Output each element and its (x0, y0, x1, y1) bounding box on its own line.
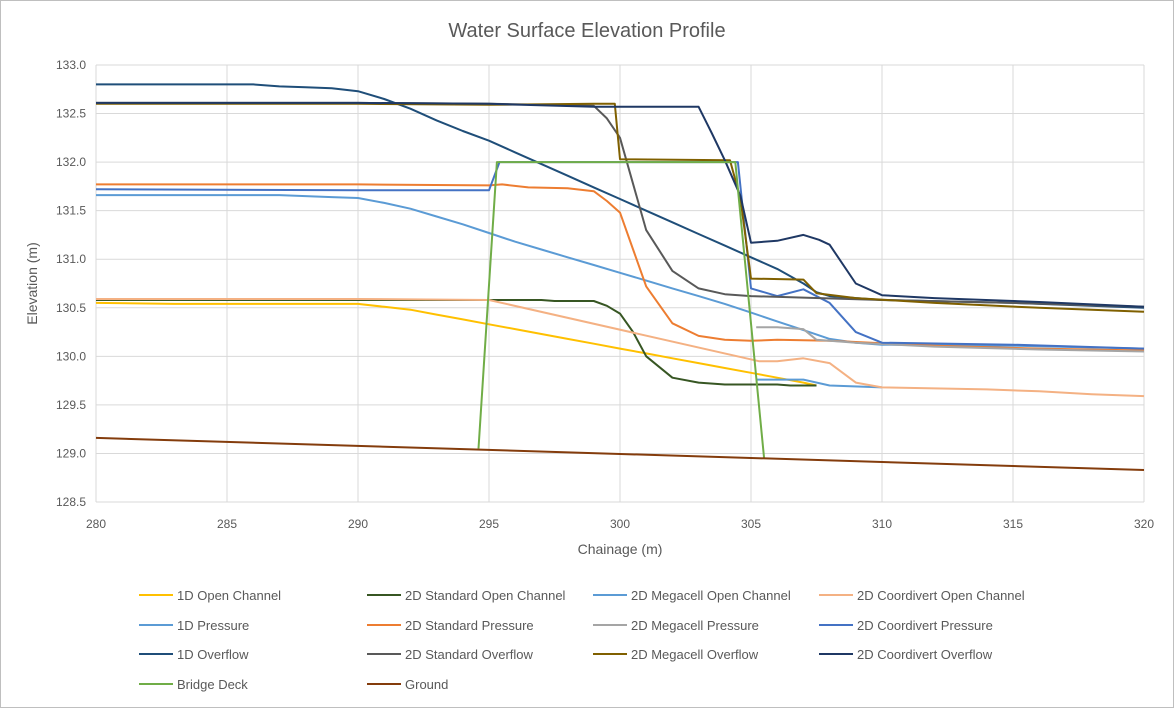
legend-label: 2D Coordivert Open Channel (857, 588, 1025, 603)
legend-label: 2D Coordivert Overflow (857, 647, 993, 662)
series-line (96, 299, 817, 387)
y-tick-label: 132.5 (56, 107, 86, 121)
legend: 1D Open Channel 2D Standard Open Channel 2… (139, 588, 1025, 692)
chart-title: Water Surface Elevation Profile (448, 20, 725, 42)
x-tick-label: 290 (348, 517, 368, 531)
series-line (95, 436, 1145, 471)
series-line (96, 101, 1145, 308)
tick-labels: 128.5 129.0 129.5 130.0 130.5 131.0 131.5 132.0… (56, 58, 1154, 531)
x-tick-label: 310 (872, 517, 892, 531)
series-line (96, 194, 1145, 350)
legend-label: 1D Overflow (177, 647, 249, 662)
legend-label: 2D Standard Open Channel (405, 588, 566, 603)
series-line (96, 298, 1145, 398)
y-tick-label: 129.0 (56, 446, 86, 460)
y-tick-label: 131.0 (56, 252, 86, 266)
y-axis-label: Elevation (m) (24, 242, 40, 324)
y-tick-label: 130.0 (56, 349, 86, 363)
legend-label: Ground (405, 677, 448, 692)
legend-label: 2D Megacell Open Channel (631, 588, 791, 603)
x-tick-label: 320 (1134, 517, 1154, 531)
y-tick-label: 133.0 (56, 58, 86, 72)
legend-label: 2D Megacell Pressure (631, 618, 759, 633)
legend-label: 2D Standard Overflow (405, 647, 534, 662)
series-line (477, 161, 766, 459)
series-lines (95, 83, 1145, 471)
x-tick-label: 295 (479, 517, 499, 531)
series-line (756, 326, 1145, 353)
legend-label: 2D Coordivert Pressure (857, 618, 993, 633)
legend-label: 1D Open Channel (177, 588, 281, 603)
y-tick-label: 130.5 (56, 301, 86, 315)
x-tick-label: 300 (610, 517, 630, 531)
x-axis-label: Chainage (m) (578, 541, 663, 557)
y-tick-label: 129.5 (56, 398, 86, 412)
series-line (756, 378, 883, 389)
x-tick-label: 280 (86, 517, 106, 531)
legend-label: Bridge Deck (177, 677, 248, 692)
y-tick-label: 128.5 (56, 495, 86, 509)
legend-label: 2D Megacell Overflow (631, 647, 759, 662)
legend-label: 1D Pressure (177, 618, 249, 633)
x-tick-label: 285 (217, 517, 237, 531)
x-tick-label: 305 (741, 517, 761, 531)
y-tick-label: 132.0 (56, 155, 86, 169)
x-tick-label: 315 (1003, 517, 1023, 531)
legend-label: 2D Standard Pressure (405, 618, 534, 633)
series-line (96, 83, 1145, 309)
y-tick-label: 131.5 (56, 204, 86, 218)
series-line (95, 301, 817, 387)
grid (95, 64, 1145, 503)
